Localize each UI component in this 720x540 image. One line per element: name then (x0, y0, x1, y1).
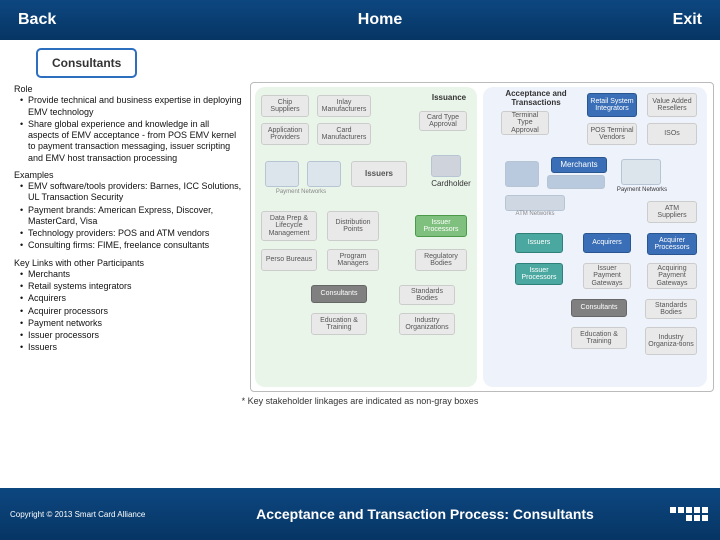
box-io-r: Industry Organiza-tions (645, 327, 697, 355)
role-item: Share global experience and knowledge in… (20, 119, 242, 164)
box-consultants-l: Consultants (311, 285, 367, 303)
box-sb-r: Standards Bodies (645, 299, 697, 319)
box-chip-suppliers: Chip Suppliers (261, 95, 309, 117)
merchant-icon (547, 175, 605, 189)
box-io-l: Industry Organizations (399, 313, 455, 335)
links-item: Acquirers (20, 293, 242, 304)
box-issuer-proc: Issuer Processors (415, 215, 467, 237)
box-apg: Acquiring Payment Gateways (647, 263, 697, 289)
section-tab: Consultants (36, 48, 137, 78)
examples-heading: Examples (14, 170, 242, 181)
box-consultants-r: Consultants (571, 299, 627, 317)
main-content: Role Provide technical and business expe… (0, 82, 720, 392)
examples-item: Payment brands: American Express, Discov… (20, 205, 242, 228)
box-term-type: Terminal Type Approval (501, 111, 549, 135)
terminal-icon (265, 161, 299, 187)
atm-net-icon (505, 195, 565, 211)
links-item: Issuer processors (20, 330, 242, 341)
box-et-r: Education & Training (571, 327, 627, 349)
footer-title: Acceptance and Transaction Process: Cons… (180, 506, 670, 523)
box-atm: ATM Suppliers (647, 201, 697, 223)
box-perso: Perso Bureaus (261, 249, 317, 271)
box-pm: Program Managers (327, 249, 379, 271)
box-issuers-b: Issuers (515, 233, 563, 253)
links-item: Retail systems integrators (20, 281, 242, 292)
store-icon (505, 161, 539, 187)
links-item: Acquirer processors (20, 306, 242, 317)
box-var: Value Added Resellers (647, 93, 697, 117)
role-heading: Role (14, 84, 242, 95)
role-item: Provide technical and business expertise… (20, 95, 242, 118)
fn-label: Payment Networks (261, 189, 341, 195)
copyright: Copyright © 2013 Smart Card Alliance (0, 510, 180, 519)
box-issuers-mid: Issuers (351, 161, 407, 187)
links-item: Issuers (20, 342, 242, 353)
logo-icon (670, 507, 720, 521)
box-iso: ISOs (647, 123, 697, 145)
home-button[interactable]: Home (140, 11, 620, 29)
cardholder-label: Cardholder (423, 179, 479, 188)
zone-title-acceptance: Acceptance and Transactions (491, 89, 581, 107)
left-text-panel: Role Provide technical and business expe… (14, 82, 250, 392)
box-card-type: Card Type Approval (419, 111, 467, 131)
examples-item: Consulting firms: FIME, freelance consul… (20, 240, 242, 251)
merchants-label: Merchants (551, 157, 607, 173)
back-button[interactable]: Back (0, 11, 140, 29)
box-ptv: POS Terminal Vendors (587, 123, 637, 145)
box-dist: Distribution Points (327, 211, 379, 241)
links-item: Merchants (20, 269, 242, 280)
box-card-mfr: Card Manufacturers (317, 123, 371, 145)
header-bar: Back Home Exit (0, 0, 720, 40)
box-inlay-mfr: Inlay Manufacturers (317, 95, 371, 117)
box-acq-proc: Acquirer Processors (647, 233, 697, 255)
box-app-prov: Application Providers (261, 123, 309, 145)
terminal-icon (307, 161, 341, 187)
box-et-l: Education & Training (311, 313, 367, 335)
box-dpl: Data Prep & Lifecycle Management (261, 211, 317, 241)
box-rsi: Retail System Integrators (587, 93, 637, 117)
box-acquirers: Acquirers (583, 233, 631, 253)
examples-item: EMV software/tools providers: Barnes, IC… (20, 181, 242, 204)
links-item: Payment networks (20, 318, 242, 329)
diagram-panel: Issuance Acceptance and Transactions Chi… (250, 82, 714, 392)
pn-icon (621, 159, 661, 185)
card-icon (431, 155, 461, 177)
zone-title-issuance: Issuance (421, 93, 477, 102)
footer-bar: Copyright © 2013 Smart Card Alliance Acc… (0, 488, 720, 540)
pn-label: Payment Networks (615, 187, 669, 193)
links-heading: Key Links with other Participants (14, 258, 242, 269)
box-ipg: Issuer Payment Gateways (583, 263, 631, 289)
footnote: * Key stakeholder linkages are indicated… (0, 396, 720, 406)
box-sb-l: Standards Bodies (399, 285, 455, 305)
exit-button[interactable]: Exit (620, 11, 720, 29)
box-reg: Regulatory Bodies (415, 249, 467, 271)
an-label: ATM Networks (507, 211, 563, 217)
examples-item: Technology providers: POS and ATM vendor… (20, 228, 242, 239)
box-issuer-proc2: Issuer Processors (515, 263, 563, 285)
